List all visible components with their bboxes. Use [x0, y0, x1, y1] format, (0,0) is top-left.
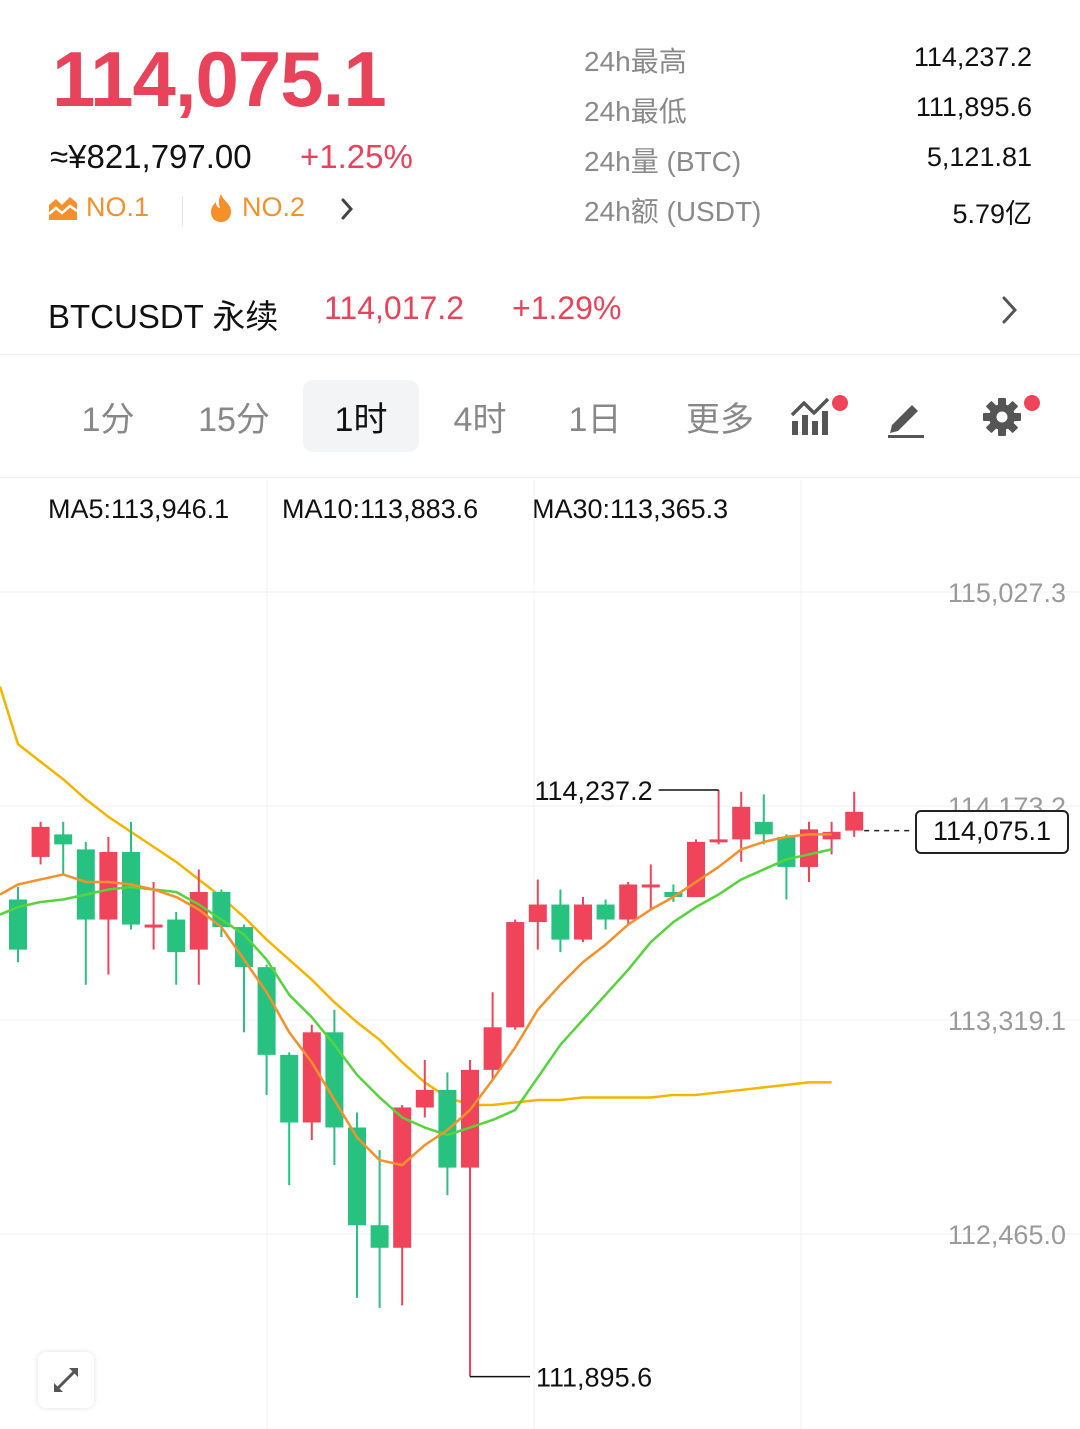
draw-button[interactable]	[886, 391, 936, 441]
candle-body	[641, 884, 660, 888]
rank-badge-2[interactable]: NO.2	[208, 192, 305, 223]
candle-body	[76, 849, 95, 920]
candle-body	[732, 806, 751, 840]
candle-body	[506, 922, 525, 1028]
notification-dot	[1024, 395, 1040, 411]
change-percent: +1.25%	[300, 138, 413, 175]
expand-icon	[54, 1368, 78, 1392]
flame-icon	[211, 193, 232, 222]
candle-body	[754, 821, 773, 835]
current-price-tag: 114,075.1	[915, 809, 1069, 854]
rank-label: NO.2	[242, 192, 306, 222]
stat-low-label: 24h最低	[584, 96, 687, 127]
candle-body	[551, 904, 570, 940]
candle-body	[212, 891, 231, 928]
candle-body	[370, 1225, 389, 1248]
ma10-line	[0, 848, 832, 1137]
candle-body	[461, 1069, 479, 1168]
tab-1m[interactable]: 1分	[81, 400, 135, 439]
timeframe-tabs: 1分 15分 1时 4时 1日 更多	[0, 355, 1080, 478]
chevron-right-icon[interactable]	[338, 193, 358, 225]
candle-body	[415, 1089, 434, 1108]
candle-body	[257, 967, 276, 1055]
trending-chart-icon	[48, 196, 78, 220]
candle-body	[574, 904, 592, 940]
candle-body	[302, 1032, 321, 1123]
candle-body	[348, 1127, 366, 1226]
y-axis-label: 113,319.1	[948, 1006, 1066, 1036]
chevron-right-icon	[1002, 296, 1018, 324]
candle-body	[687, 841, 705, 898]
stat-high-value: 114,237.2	[913, 42, 1032, 72]
settings-gear-icon	[983, 398, 1021, 436]
tab-1d[interactable]: 1日	[568, 400, 622, 439]
candle-body	[144, 924, 163, 928]
candle-body	[709, 839, 728, 843]
settings-button[interactable]	[982, 391, 1042, 441]
tab-4h[interactable]: 4时	[453, 400, 507, 439]
candle-body	[167, 919, 186, 953]
candle-body	[845, 811, 864, 831]
high-price-label: 114,237.2	[534, 776, 652, 806]
low-price-label: 111,895.6	[536, 1363, 652, 1393]
stat-low-value: 111,895.6	[915, 92, 1032, 122]
perpetual-name: BTCUSDT 永续	[48, 298, 279, 335]
draw-pencil-icon	[888, 405, 924, 438]
tab-more[interactable]: 更多	[686, 400, 754, 439]
candle-body	[9, 899, 27, 950]
candle-body	[619, 884, 638, 920]
cny-price: ≈¥821,797.00	[50, 138, 252, 175]
perpetual-contract-row[interactable]: BTCUSDT 永续 114,017.2 +1.29%	[0, 270, 1080, 355]
candle-body	[54, 834, 73, 845]
stat-volume-value: 5,121.81	[926, 142, 1032, 172]
candle-body	[800, 829, 818, 867]
ma5-label: MA5:113,946.1	[48, 494, 230, 524]
candle-body	[235, 927, 253, 968]
candle-body	[483, 1027, 502, 1070]
candle-body	[528, 904, 547, 923]
ma5-line	[0, 833, 832, 1167]
indicators-button[interactable]	[790, 391, 850, 441]
stat-volume-label: 24h量 (BTC)	[584, 146, 742, 177]
indicators-icon	[790, 397, 830, 435]
y-axis-label: 115,027.3	[948, 578, 1066, 608]
fullscreen-button[interactable]	[38, 1352, 94, 1408]
candle-body	[822, 831, 841, 840]
ma30-label: MA30:113,365.3	[532, 494, 729, 524]
candle-body	[99, 851, 118, 920]
perpetual-price: 114,017.2	[324, 290, 464, 326]
rank-label: NO.1	[86, 192, 150, 222]
last-price: 114,075.1	[52, 35, 387, 123]
ma30-line	[0, 686, 832, 1107]
candle-body	[325, 1032, 344, 1128]
rank-badge-1[interactable]: NO.1	[48, 192, 149, 223]
divider	[182, 196, 183, 226]
ma10-label: MA10:113,883.6	[282, 494, 479, 524]
candle-body	[596, 904, 615, 920]
y-axis-label: 112,465.0	[948, 1220, 1066, 1250]
perpetual-change: +1.29%	[512, 290, 622, 326]
tab-15m[interactable]: 15分	[198, 400, 270, 439]
stat-high-label: 24h最高	[584, 46, 687, 77]
candle-body	[393, 1107, 412, 1248]
candle-body	[664, 891, 683, 898]
candle-body	[31, 826, 50, 857]
notification-dot	[832, 395, 848, 411]
candle-body	[280, 1054, 299, 1123]
tab-1h[interactable]: 1时	[303, 380, 419, 452]
stat-turnover-value: 5.79亿	[952, 199, 1032, 229]
stat-turnover-label: 24h额 (USDT)	[584, 196, 762, 227]
